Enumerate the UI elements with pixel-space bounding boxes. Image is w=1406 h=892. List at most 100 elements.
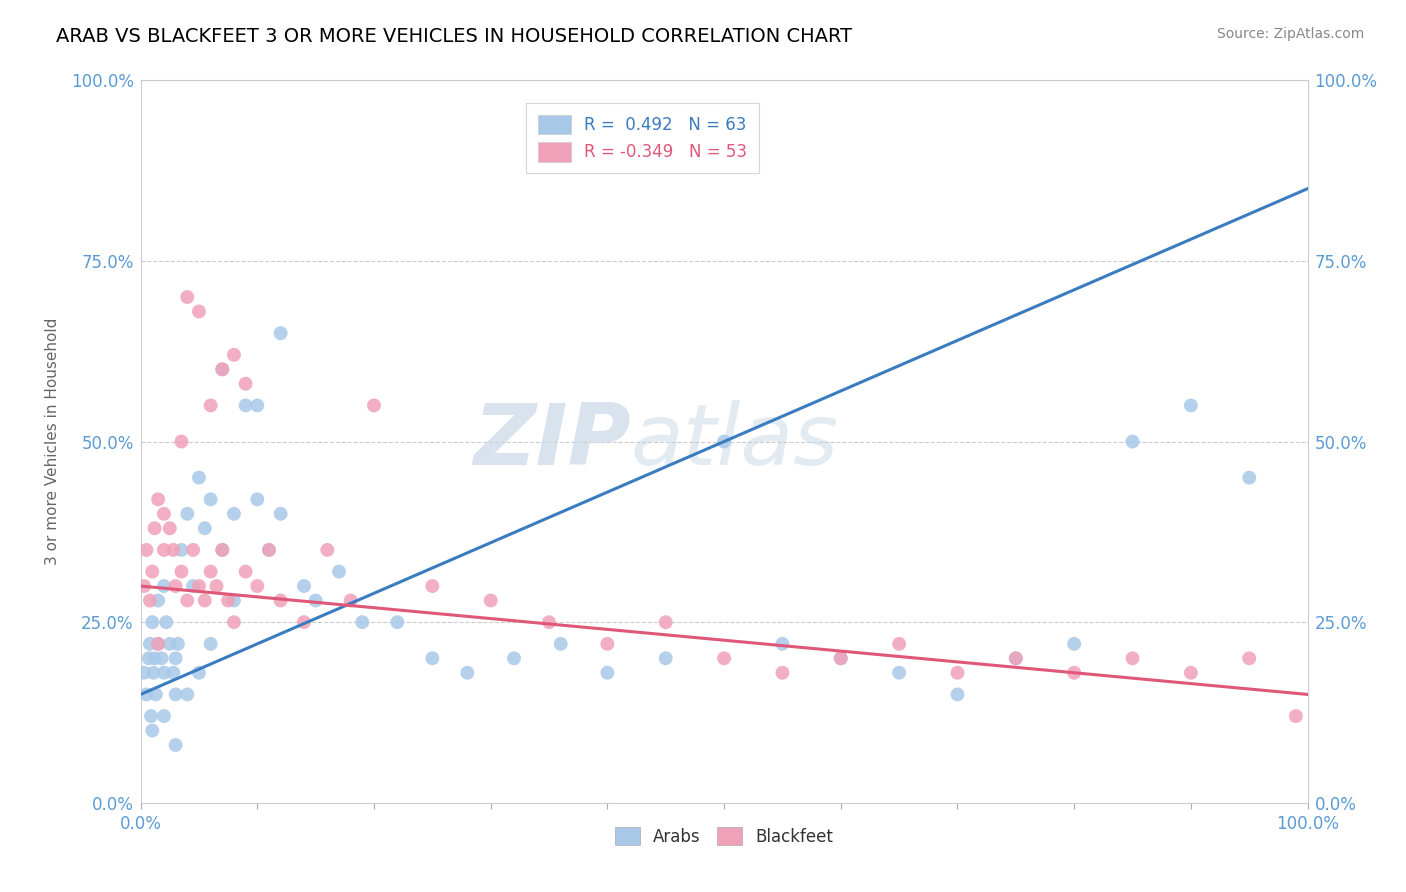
Point bbox=[292, 615, 315, 630]
Point bbox=[422, 579, 444, 593]
Point bbox=[200, 637, 222, 651]
Point bbox=[503, 651, 526, 665]
Point bbox=[772, 665, 794, 680]
Text: Source: ZipAtlas.com: Source: ZipAtlas.com bbox=[1216, 27, 1364, 41]
Point bbox=[141, 615, 163, 630]
Point bbox=[316, 542, 339, 557]
Point bbox=[146, 637, 169, 651]
Point bbox=[270, 507, 292, 521]
Point bbox=[153, 542, 176, 557]
Point bbox=[246, 398, 269, 412]
Point bbox=[188, 471, 211, 485]
Point bbox=[176, 290, 198, 304]
Point bbox=[176, 507, 198, 521]
Point bbox=[141, 723, 163, 738]
Point bbox=[181, 579, 204, 593]
Point bbox=[1122, 434, 1144, 449]
Point bbox=[596, 637, 619, 651]
Point bbox=[200, 398, 222, 412]
Point bbox=[246, 492, 269, 507]
Point bbox=[170, 565, 193, 579]
Point bbox=[1239, 471, 1261, 485]
Point bbox=[165, 738, 187, 752]
Point bbox=[217, 593, 239, 607]
Text: atlas: atlas bbox=[631, 400, 839, 483]
Point bbox=[205, 579, 228, 593]
Point bbox=[141, 565, 163, 579]
Point bbox=[713, 651, 735, 665]
Point bbox=[138, 651, 160, 665]
Point bbox=[165, 651, 187, 665]
Point bbox=[139, 637, 162, 651]
Point bbox=[146, 637, 169, 651]
Point bbox=[211, 362, 233, 376]
Point bbox=[162, 542, 184, 557]
Point bbox=[222, 593, 245, 607]
Point bbox=[352, 615, 374, 630]
Point bbox=[159, 521, 181, 535]
Point bbox=[538, 615, 561, 630]
Point bbox=[222, 348, 245, 362]
Point bbox=[387, 615, 409, 630]
Point bbox=[1285, 709, 1308, 723]
Point bbox=[153, 507, 176, 521]
Point bbox=[135, 687, 157, 701]
Point bbox=[1180, 398, 1202, 412]
Point bbox=[153, 579, 176, 593]
Point bbox=[150, 651, 173, 665]
Point bbox=[176, 687, 198, 701]
Point bbox=[655, 615, 678, 630]
Text: ARAB VS BLACKFEET 3 OR MORE VEHICLES IN HOUSEHOLD CORRELATION CHART: ARAB VS BLACKFEET 3 OR MORE VEHICLES IN … bbox=[56, 27, 852, 45]
Point bbox=[257, 542, 280, 557]
Point bbox=[328, 565, 350, 579]
Point bbox=[132, 665, 155, 680]
Point bbox=[339, 593, 361, 607]
Point bbox=[246, 579, 269, 593]
Point bbox=[889, 637, 911, 651]
Point bbox=[1063, 665, 1085, 680]
Point bbox=[655, 651, 678, 665]
Point bbox=[165, 579, 187, 593]
Point bbox=[188, 579, 211, 593]
Point bbox=[139, 709, 162, 723]
Point bbox=[1005, 651, 1028, 665]
Point bbox=[830, 651, 852, 665]
Point bbox=[1122, 651, 1144, 665]
Point bbox=[143, 521, 166, 535]
Point bbox=[235, 565, 257, 579]
Point bbox=[176, 593, 198, 607]
Point bbox=[235, 398, 257, 412]
Point bbox=[211, 542, 233, 557]
Point bbox=[165, 687, 187, 701]
Point bbox=[145, 687, 167, 701]
Point bbox=[188, 304, 211, 318]
Point bbox=[167, 637, 190, 651]
Point bbox=[1005, 651, 1028, 665]
Point bbox=[143, 651, 166, 665]
Point bbox=[830, 651, 852, 665]
Point bbox=[363, 398, 385, 412]
Point bbox=[194, 521, 217, 535]
Point bbox=[713, 434, 735, 449]
Y-axis label: 3 or more Vehicles in Household: 3 or more Vehicles in Household bbox=[45, 318, 59, 566]
Point bbox=[135, 542, 157, 557]
Point bbox=[170, 542, 193, 557]
Point bbox=[170, 434, 193, 449]
Point bbox=[222, 507, 245, 521]
Point bbox=[1063, 637, 1085, 651]
Point bbox=[772, 637, 794, 651]
Point bbox=[257, 542, 280, 557]
Point bbox=[200, 565, 222, 579]
Text: ZIP: ZIP bbox=[472, 400, 631, 483]
Point bbox=[194, 593, 217, 607]
Point bbox=[235, 376, 257, 391]
Point bbox=[211, 542, 233, 557]
Point bbox=[153, 665, 176, 680]
Point bbox=[946, 665, 969, 680]
Point bbox=[889, 665, 911, 680]
Point bbox=[146, 492, 169, 507]
Point bbox=[479, 593, 502, 607]
Point bbox=[142, 665, 165, 680]
Legend: Arabs, Blackfeet: Arabs, Blackfeet bbox=[607, 821, 841, 852]
Point bbox=[222, 615, 245, 630]
